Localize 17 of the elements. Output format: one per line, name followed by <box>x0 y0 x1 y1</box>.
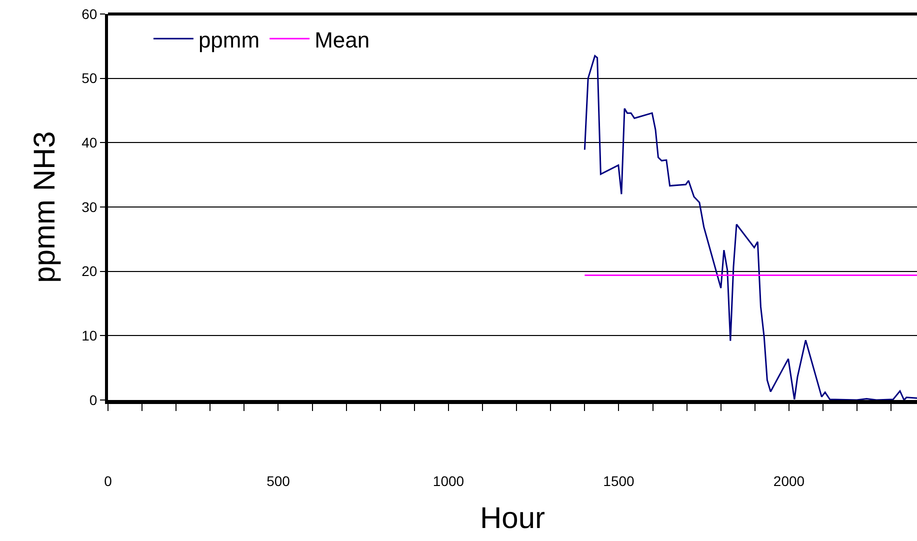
x-tick-label: 0 <box>104 472 112 489</box>
y-tick-label: 50 <box>82 70 98 86</box>
line-series <box>584 55 917 400</box>
y-tick-label: 30 <box>82 198 98 215</box>
y-tick-label: 20 <box>82 263 98 280</box>
y-tick-label: 40 <box>82 134 98 151</box>
y-axis-title: ppmm NH3 <box>28 131 62 283</box>
legend-label: ppmm <box>198 27 260 52</box>
x-tick-label: 1500 <box>603 472 635 489</box>
x-tick-label: 500 <box>266 472 290 489</box>
y-tick-label: 10 <box>82 328 98 344</box>
y-tick-label: 60 <box>82 6 98 22</box>
x-axis-title: Hour <box>480 502 546 535</box>
x-tick-label: 1000 <box>432 472 464 489</box>
x-tick-label: 2000 <box>773 472 805 489</box>
legend-label: Mean <box>314 27 370 52</box>
y-tick-label: 0 <box>89 392 98 408</box>
